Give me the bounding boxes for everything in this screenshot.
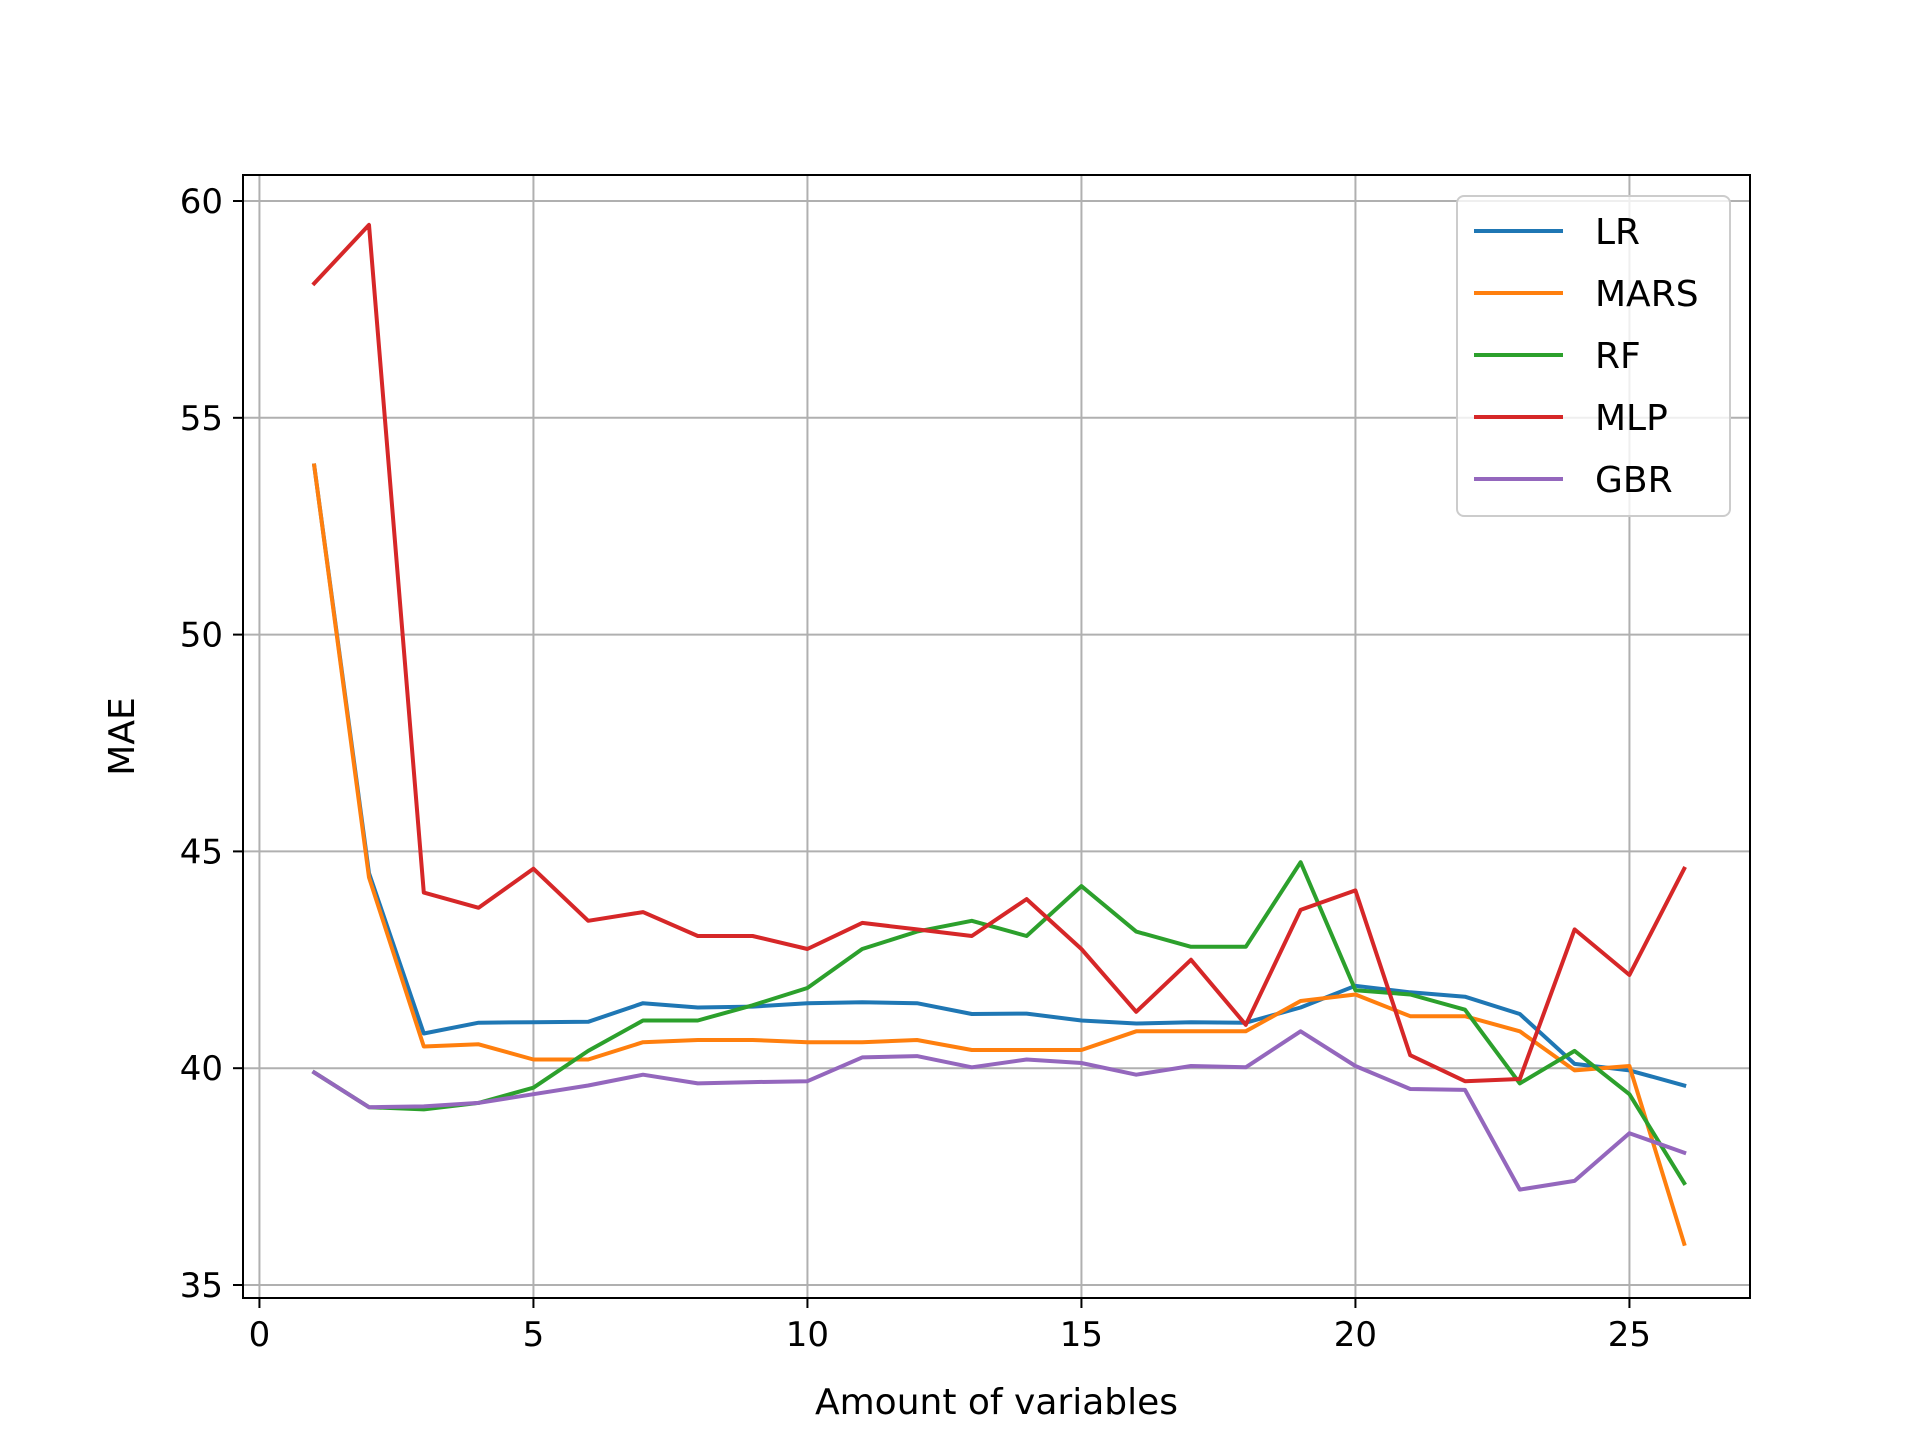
- series-lines: [311, 222, 1687, 1247]
- y-tick-label: 35: [180, 1266, 223, 1306]
- x-tick-label: 25: [1608, 1315, 1651, 1355]
- y-axis-title: MAE: [102, 697, 143, 775]
- x-tick-label: 15: [1060, 1315, 1103, 1355]
- y-tick-label: 40: [180, 1049, 223, 1089]
- legend-label-gbr: GBR: [1595, 460, 1673, 501]
- y-tick-label: 50: [180, 616, 223, 656]
- legend-label-mlp: MLP: [1595, 398, 1668, 439]
- x-tick-label: 0: [249, 1315, 271, 1355]
- y-tick-label: 45: [180, 832, 223, 872]
- plot-area-frame: [242, 174, 1751, 1299]
- series-line-mars: [311, 463, 1687, 1247]
- y-tick-label: 55: [180, 399, 223, 439]
- series-line-lr: [311, 463, 1687, 1088]
- legend-box: [1456, 195, 1731, 517]
- x-tick-label: 5: [523, 1315, 545, 1355]
- legend-label-lr: LR: [1595, 212, 1640, 253]
- series-line-gbr: [311, 1029, 1687, 1192]
- legend-label-rf: RF: [1595, 336, 1641, 377]
- axis-ticks: 0 5 10 15 20 25 35 40 45 50 55 60: [180, 182, 1651, 1355]
- legend-label-mars: MARS: [1595, 274, 1699, 315]
- x-axis-title: Amount of variables: [815, 1382, 1178, 1423]
- series-line-mlp: [311, 222, 1687, 1084]
- x-tick-label: 10: [786, 1315, 829, 1355]
- y-tick-label: 60: [180, 182, 223, 222]
- series-line-rf: [311, 860, 1687, 1186]
- legend: LR MARS RF MLP GBR: [1456, 195, 1731, 517]
- x-tick-label: 20: [1334, 1315, 1377, 1355]
